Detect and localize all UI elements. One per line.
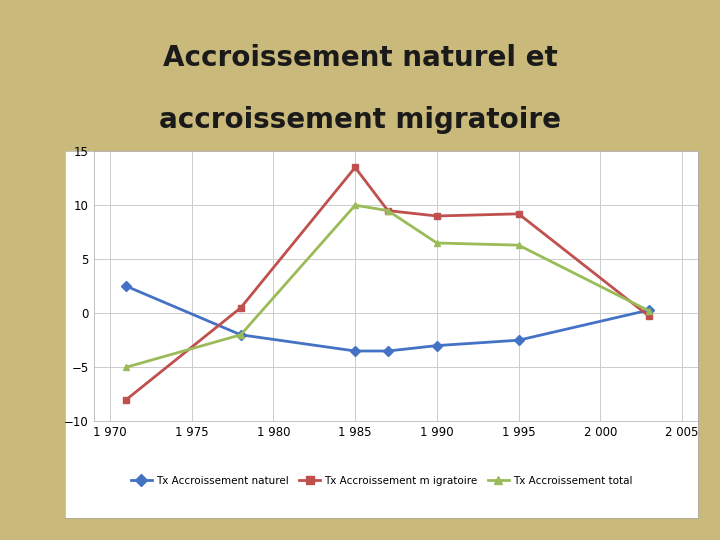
Tx Accroissement total — [384, 207, 392, 214]
Tx Accroissement m igratoire — [122, 396, 130, 403]
Line: Tx Accroissement m igratoire: Tx Accroissement m igratoire — [123, 164, 653, 403]
Tx Accroissement total — [514, 242, 523, 248]
Text: accroissement migratoire: accroissement migratoire — [159, 105, 561, 133]
Tx Accroissement m igratoire — [384, 207, 392, 214]
Tx Accroissement naturel — [514, 337, 523, 343]
Tx Accroissement total — [122, 364, 130, 370]
Tx Accroissement naturel — [122, 283, 130, 289]
Tx Accroissement m igratoire — [236, 305, 245, 311]
Tx Accroissement naturel — [384, 348, 392, 354]
Tx Accroissement total — [645, 308, 654, 314]
Tx Accroissement total — [236, 332, 245, 338]
Legend: Tx Accroissement naturel, Tx Accroissement m igratoire, Tx Accroissement total: Tx Accroissement naturel, Tx Accroisseme… — [127, 471, 636, 490]
Tx Accroissement m igratoire — [433, 213, 441, 219]
Line: Tx Accroissement total: Tx Accroissement total — [123, 202, 653, 370]
Tx Accroissement naturel — [645, 307, 654, 313]
Tx Accroissement total — [433, 240, 441, 246]
Tx Accroissement naturel — [433, 342, 441, 349]
Tx Accroissement naturel — [236, 332, 245, 338]
Tx Accroissement naturel — [351, 348, 359, 354]
Tx Accroissement m igratoire — [645, 313, 654, 320]
Line: Tx Accroissement naturel: Tx Accroissement naturel — [123, 283, 653, 354]
Text: Accroissement naturel et: Accroissement naturel et — [163, 44, 557, 72]
Tx Accroissement total — [351, 202, 359, 208]
Tx Accroissement m igratoire — [351, 164, 359, 171]
Tx Accroissement m igratoire — [514, 211, 523, 217]
